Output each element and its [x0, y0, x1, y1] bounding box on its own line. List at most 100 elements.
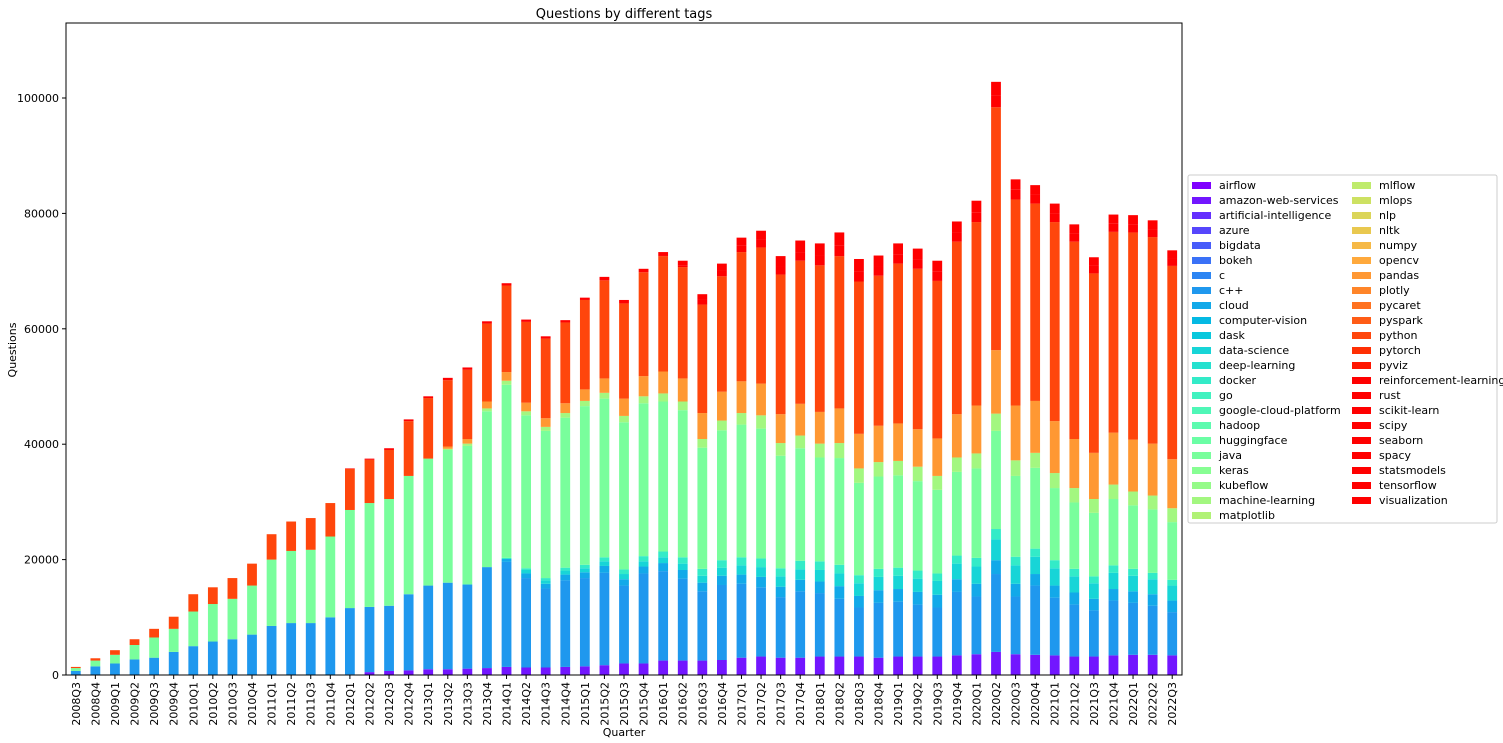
bar-segment-docker — [638, 556, 649, 562]
legend-label-deep-learning: deep-learning — [1219, 359, 1295, 372]
bar-segment-c++ — [912, 604, 923, 657]
bar-segment-cloud — [462, 584, 473, 585]
x-tick-label: 2022Q1 — [1127, 682, 1140, 726]
bar-segment-java — [677, 410, 688, 558]
bar-segment-cloud — [599, 565, 610, 573]
bar-segment-machine-learning — [462, 443, 473, 446]
bar-segment-tensorflow — [775, 266, 786, 275]
bar-segment-amazon-web-services — [1147, 654, 1158, 675]
bar-segment-cloud — [1069, 592, 1080, 605]
legend-swatch-matplotlib — [1192, 512, 1211, 519]
bar-segment-python — [1167, 265, 1178, 460]
bar-segment-visualization — [834, 232, 845, 246]
bar-segment-python — [912, 268, 923, 430]
x-tick-label: 2010Q3 — [226, 682, 239, 726]
bar-segment-tensorflow — [717, 270, 727, 277]
x-tick-label: 2009Q4 — [168, 682, 181, 726]
bar-segment-cloud — [991, 560, 1001, 575]
legend-swatch-seaborn — [1352, 437, 1371, 444]
bar-segment-python — [266, 534, 277, 560]
legend-label-cloud: cloud — [1219, 299, 1249, 312]
bar-segment-data-science — [912, 578, 923, 592]
legend-label-spacy: spacy — [1379, 449, 1412, 462]
bar-segment-java — [207, 604, 218, 642]
bar-segment-data-science — [991, 539, 1001, 561]
bar-segment-python — [795, 260, 806, 404]
bar-segment-python — [423, 398, 434, 459]
bar-segment-visualization — [1030, 185, 1041, 195]
legend-swatch-google-cloud-platform — [1192, 407, 1211, 414]
bar-segment-docker — [834, 564, 845, 574]
bar-segment-c++ — [110, 663, 120, 675]
bar-segment-c++ — [932, 607, 943, 657]
bar-segment-python — [658, 256, 669, 372]
bar-segment-c++ — [188, 646, 199, 675]
bar-segment-visualization — [579, 297, 590, 300]
x-tick-label: 2018Q2 — [833, 682, 846, 726]
bar-segment-pandas — [697, 413, 708, 440]
legend-swatch-reinforcement-learning — [1352, 377, 1371, 384]
x-tick-label: 2011Q2 — [285, 682, 298, 726]
bar-segment-java — [697, 447, 708, 569]
y-tick-label: 0 — [52, 669, 59, 682]
x-tick-label: 2014Q3 — [540, 682, 553, 726]
legend-label-pandas: pandas — [1379, 269, 1419, 282]
bar-segment-java — [1147, 509, 1158, 573]
legend-swatch-visualization — [1352, 497, 1371, 504]
bar-segment-tensorflow — [697, 299, 708, 305]
x-tick-label: 2012Q2 — [363, 682, 376, 726]
legend-swatch-c — [1192, 272, 1211, 279]
bar-segment-machine-learning — [560, 413, 571, 418]
x-tick-label: 2010Q1 — [187, 682, 200, 726]
bar-segment-python — [638, 272, 649, 377]
bar-segment-docker — [893, 567, 903, 576]
legend-label-pycaret: pycaret — [1379, 299, 1421, 312]
x-tick-label: 2011Q3 — [305, 682, 318, 726]
bar-segment-data-science — [756, 567, 766, 577]
legend-label-c: c — [1219, 269, 1225, 282]
bar-segment-python — [1108, 231, 1119, 433]
bar-segment-amazon-web-services — [579, 666, 590, 675]
bar-segment-python — [854, 281, 864, 434]
bar-segment-cloud — [971, 583, 982, 597]
bar-segment-visualization — [697, 294, 708, 300]
bar-segment-java — [286, 550, 297, 624]
bar-segment-visualization — [1069, 224, 1080, 234]
bar-segment-visualization — [1049, 203, 1060, 214]
bar-segment-visualization — [795, 240, 806, 253]
bar-segment-java — [1010, 475, 1021, 557]
bar-segment-docker — [1167, 579, 1178, 586]
bar-segment-c++ — [1147, 605, 1158, 655]
bar-segment-machine-learning — [834, 443, 845, 459]
bar-segment-amazon-web-services — [951, 655, 962, 675]
bar-segment-c++ — [168, 651, 179, 675]
bar-segment-c++ — [521, 578, 531, 668]
legend-label-java: java — [1218, 449, 1242, 462]
bar-segment-python — [619, 303, 629, 399]
legend-label-nlp: nlp — [1379, 209, 1396, 222]
bar-segment-docker — [1147, 572, 1158, 580]
bar-segment-python — [1010, 199, 1021, 406]
bar-segment-amazon-web-services — [677, 660, 688, 675]
legend-label-docker: docker — [1219, 374, 1257, 387]
bar-segment-amazon-web-services — [971, 654, 982, 675]
x-tick-label: 2009Q1 — [109, 682, 122, 726]
bar-segment-visualization — [462, 367, 473, 370]
bar-segment-cloud — [834, 586, 845, 599]
x-tick-label: 2016Q3 — [696, 682, 709, 726]
bar-segment-tensorflow — [1010, 189, 1021, 200]
bar-segment-c++ — [991, 574, 1001, 652]
bar-segment-c++ — [1030, 585, 1041, 655]
bar-segment-data-science — [677, 563, 688, 570]
bar-segment-python — [540, 338, 551, 419]
bar-segment-cloud — [1049, 585, 1060, 598]
bar-segment-visualization — [991, 81, 1001, 96]
bar-segment-machine-learning — [1147, 495, 1158, 510]
bar-segment-docker — [1069, 568, 1080, 577]
bar-segment-pandas — [540, 418, 551, 427]
bar-segment-java — [619, 422, 629, 570]
bar-segment-java — [873, 476, 884, 569]
bar-segment-tensorflow — [1108, 223, 1119, 232]
bar-segment-docker — [717, 560, 727, 568]
bar-segment-c++ — [560, 580, 571, 667]
